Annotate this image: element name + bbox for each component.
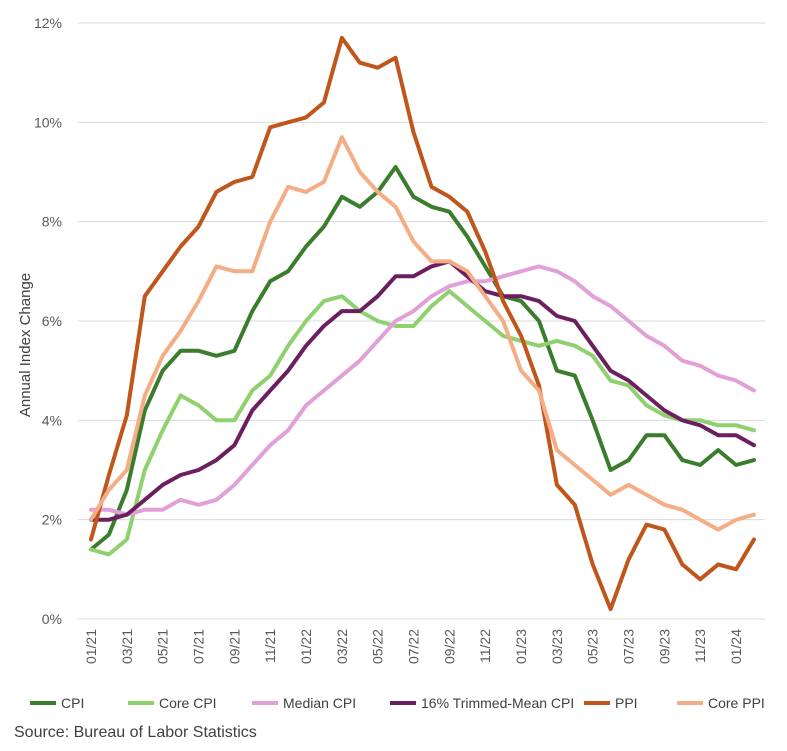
legend-label: Median CPI bbox=[283, 695, 356, 711]
legend-label: 16% Trimmed-Mean CPI bbox=[421, 695, 574, 711]
series-line-core-cpi bbox=[89, 289, 756, 557]
x-tick-label: 07/21 bbox=[191, 629, 207, 664]
y-tick-label: 12% bbox=[34, 15, 62, 31]
x-tick-label: 09/22 bbox=[441, 629, 457, 664]
legend-label: Core PPI bbox=[708, 695, 765, 711]
y-tick-label: 2% bbox=[42, 512, 62, 528]
x-tick-label: 11/22 bbox=[477, 629, 493, 663]
x-tick-label: 03/23 bbox=[549, 629, 565, 664]
y-axis-ticks: 0% 2% 4% 6% 8% 10% 12% bbox=[34, 15, 62, 627]
x-tick-label: 01/22 bbox=[298, 629, 314, 664]
y-tick-label: 6% bbox=[42, 313, 62, 329]
x-tick-label: 01/23 bbox=[513, 629, 529, 664]
legend: CPI Core CPI Median CPI 16% Trimmed-Mean CP… bbox=[30, 695, 765, 711]
legend-label: CPI bbox=[61, 695, 84, 711]
x-tick-label: 11/21 bbox=[262, 629, 278, 663]
x-tick-label: 05/22 bbox=[370, 629, 386, 664]
x-tick-label: 01/21 bbox=[83, 629, 99, 664]
y-tick-label: 8% bbox=[42, 214, 62, 230]
x-tick-label: 07/23 bbox=[621, 629, 637, 664]
x-tick-label: 09/21 bbox=[226, 629, 242, 664]
series-line-median-cpi bbox=[89, 264, 756, 517]
x-tick-label: 05/23 bbox=[585, 629, 601, 664]
x-tick-label: 05/21 bbox=[155, 629, 171, 664]
source-note: Source: Bureau of Labor Statistics bbox=[14, 724, 257, 741]
series-line-cpi bbox=[89, 165, 756, 552]
legend-label: PPI bbox=[615, 695, 638, 711]
series-lines bbox=[89, 35, 756, 612]
y-tick-label: 4% bbox=[42, 412, 62, 428]
x-tick-label: 03/22 bbox=[334, 629, 350, 664]
x-tick-label: 09/23 bbox=[656, 629, 672, 664]
x-tick-label: 11/23 bbox=[692, 629, 708, 663]
x-tick-label: 03/21 bbox=[119, 629, 135, 664]
x-tick-label: 07/22 bbox=[406, 629, 422, 664]
y-tick-label: 0% bbox=[42, 611, 62, 627]
x-tick-label: 01/24 bbox=[728, 629, 744, 664]
y-axis-title: Annual Index Change bbox=[17, 273, 34, 417]
gridlines bbox=[78, 22, 765, 620]
series-line-core-ppi bbox=[89, 135, 756, 532]
series-line-16-trimmed-mean-cpi bbox=[89, 259, 756, 522]
series-line-ppi bbox=[89, 35, 756, 612]
legend-label: Core CPI bbox=[159, 695, 217, 711]
y-tick-label: 10% bbox=[34, 114, 62, 130]
x-axis-ticks: 01/21 03/21 05/21 07/21 09/21 11/21 01/22 03/22… bbox=[83, 629, 744, 664]
